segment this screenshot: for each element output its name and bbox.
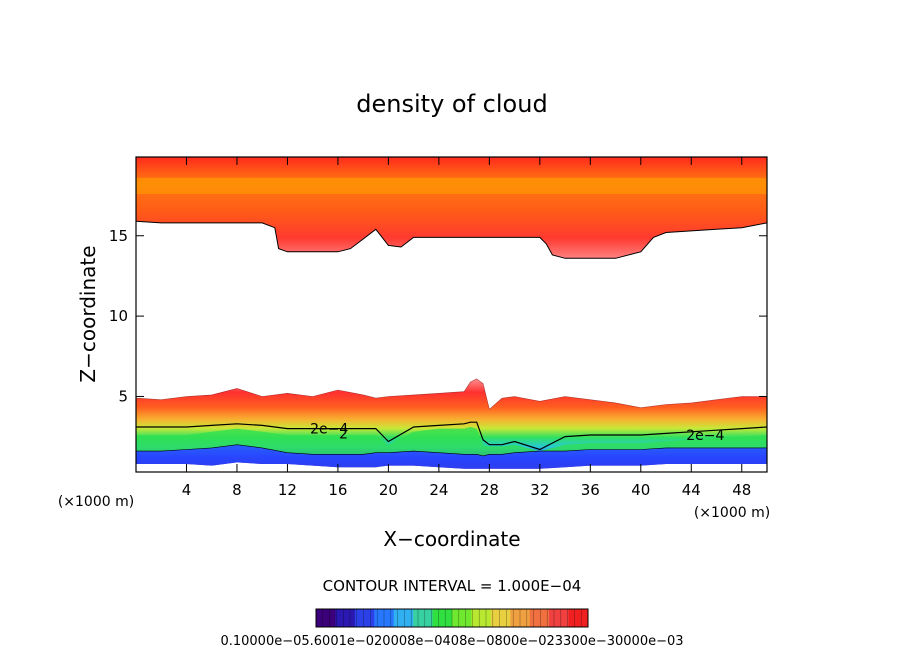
colorbar-swatch [471,609,492,627]
y-tick-label: 15 [109,227,128,245]
upper-cloud-contour [136,220,767,259]
contour-2e-4 [136,421,767,451]
y-tick-label: 5 [118,387,128,405]
x-tick-label: 24 [429,481,448,499]
colorbar-frame [315,608,589,628]
colorbar-swatch [316,609,336,627]
x-tick-label: 28 [480,481,499,499]
y-axis-label: Z−coordinate [76,245,100,382]
x-tick-label: 4 [182,481,192,499]
colorbar-label: 0.10000e−05.6001e−020008e−0408e−0800e−02… [220,634,683,649]
x-tick-label: 16 [328,481,347,499]
x-tick-label: 8 [232,481,242,499]
colorbar [315,609,589,627]
x-tick-label: 48 [732,481,751,499]
x-axis-ticks: 4 8 12 16 20 24 28 32 36 40 44 48 [182,157,751,499]
contour-label: 2e−4 [686,428,724,444]
colorbar-swatch [490,609,511,627]
x-tick-label: 40 [631,481,650,499]
contour-label: 2 [339,426,348,442]
colorbar-swatch [432,609,453,627]
y-tick-label: 10 [109,307,128,325]
upper-cloud-core [136,177,767,194]
colorbar-swatch [335,609,356,627]
contour-labels: 2e−42 2e−4 [310,422,724,444]
colorbar-swatch [393,609,414,627]
plot-area: 2e−42 2e−4 [136,157,767,469]
colorbar-swatch [529,609,550,627]
colorbar-swatch [413,609,434,627]
lower-cloud-blue-band [136,444,767,469]
colorbar-swatch [354,609,375,627]
x-axis-label: X−coordinate [383,527,520,551]
chart-title: density of cloud [356,90,547,118]
y-axis-ticks: 5 10 15 [109,227,767,405]
x-tick-label: 12 [278,481,297,499]
x-unit-left: (×1000 m) [58,494,134,510]
plot-frame [135,156,768,473]
contour-label: 2e−4 [310,422,348,438]
colorbar-swatch [568,609,589,627]
x-tick-label: 36 [581,481,600,499]
x-tick-label: 20 [379,481,398,499]
upper-cloud-region [136,157,767,259]
lower-cloud-green-contour [136,444,767,457]
x-tick-label: 44 [682,481,701,499]
lower-cloud-green-band [136,427,767,456]
lower-cloud-top-contour [136,378,767,410]
contour-interval-label: CONTOUR INTERVAL = 1.000E−04 [323,577,582,595]
colorbar-swatch [452,609,472,627]
x-tick-label: 32 [530,481,549,499]
colorbar-swatch [549,609,570,627]
x-unit-right: (×1000 m) [694,505,770,521]
